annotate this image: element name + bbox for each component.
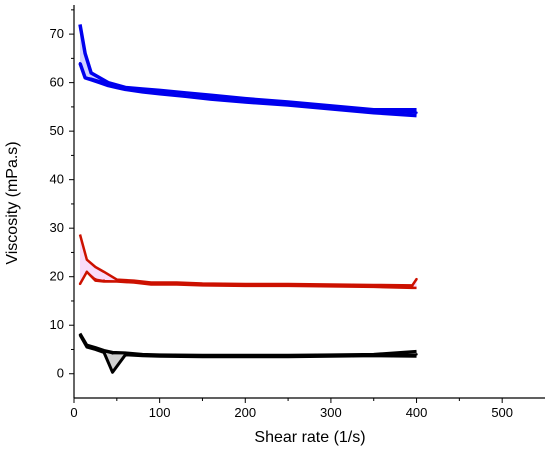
series-1-point [201, 283, 204, 286]
y-axis-title: Viscosity (mPa.s) [4, 141, 21, 264]
x-tick-label: 200 [234, 405, 256, 420]
series-1-point [411, 285, 414, 288]
y-tick-label: 60 [50, 75, 64, 90]
series-1-point [175, 282, 178, 285]
series-2-point [141, 353, 144, 357]
y-tick-label: 20 [50, 269, 64, 284]
series-2-point [78, 333, 82, 337]
series-1-point [149, 282, 153, 285]
y-tick-label: 70 [50, 26, 64, 41]
series-2-point [111, 352, 114, 355]
series-0-point [98, 79, 101, 83]
series-2-point [124, 352, 127, 355]
x-axis-title: Shear rate (1/s) [254, 429, 365, 446]
x-tick-label: 300 [320, 405, 342, 420]
series-1-point [78, 282, 82, 286]
series-0-point [83, 76, 87, 79]
series-0-point [244, 98, 247, 101]
series-0-line [78, 62, 417, 114]
y-tick-label: 10 [50, 317, 64, 332]
series-1-point [115, 279, 119, 283]
series-1-point [244, 283, 247, 287]
series-2-point [329, 354, 333, 357]
series-0-point [107, 82, 110, 86]
series-0-point [209, 95, 213, 98]
series-0-point [124, 86, 127, 89]
series-0-point [415, 111, 418, 114]
series-2-point [94, 347, 97, 350]
series-2-line [79, 334, 417, 357]
y-tick-label: 30 [50, 220, 64, 235]
series-1-point [329, 284, 333, 287]
series-2-upper-line [78, 332, 417, 357]
series-0-point [286, 101, 290, 105]
x-tick-label: 400 [406, 405, 428, 420]
series-2-point [201, 354, 204, 357]
series-1-point [94, 277, 97, 281]
x-tick-label: 0 [70, 405, 77, 420]
x-tick-label: 100 [149, 405, 171, 420]
series-2-point [372, 353, 375, 357]
series-2-point [85, 344, 89, 348]
series-0-point [78, 62, 82, 65]
series-1-point [286, 283, 290, 287]
series-2-point [286, 354, 290, 357]
series-0-point [372, 109, 375, 112]
series-group [78, 24, 418, 374]
series-2-point [415, 353, 418, 356]
series-0-point [329, 105, 333, 109]
series-0-point [141, 88, 144, 92]
series-0-upper-line [78, 24, 417, 112]
series-0-point [115, 84, 119, 88]
y-tick-label: 50 [50, 123, 64, 138]
series-1-point [85, 270, 89, 274]
series-2-point [102, 350, 106, 353]
series-0-point [89, 77, 93, 80]
x-ticks: 0 100 200 300 400 500 [70, 398, 513, 420]
series-1-upper-line [78, 234, 418, 287]
series-0-point [184, 92, 187, 95]
series-1-point [132, 280, 136, 283]
y-ticks: 0 10 20 30 40 50 60 70 [50, 9, 74, 381]
series-1-point [102, 279, 106, 282]
y-tick-label: 40 [50, 172, 64, 187]
series-2-point [244, 354, 247, 357]
x-tick-label: 500 [491, 405, 513, 420]
y-tick-label: 0 [57, 366, 64, 381]
series-2-point [158, 354, 161, 357]
series-1-point [372, 284, 375, 287]
series-1-point [415, 277, 418, 281]
series-0-point [158, 90, 161, 93]
